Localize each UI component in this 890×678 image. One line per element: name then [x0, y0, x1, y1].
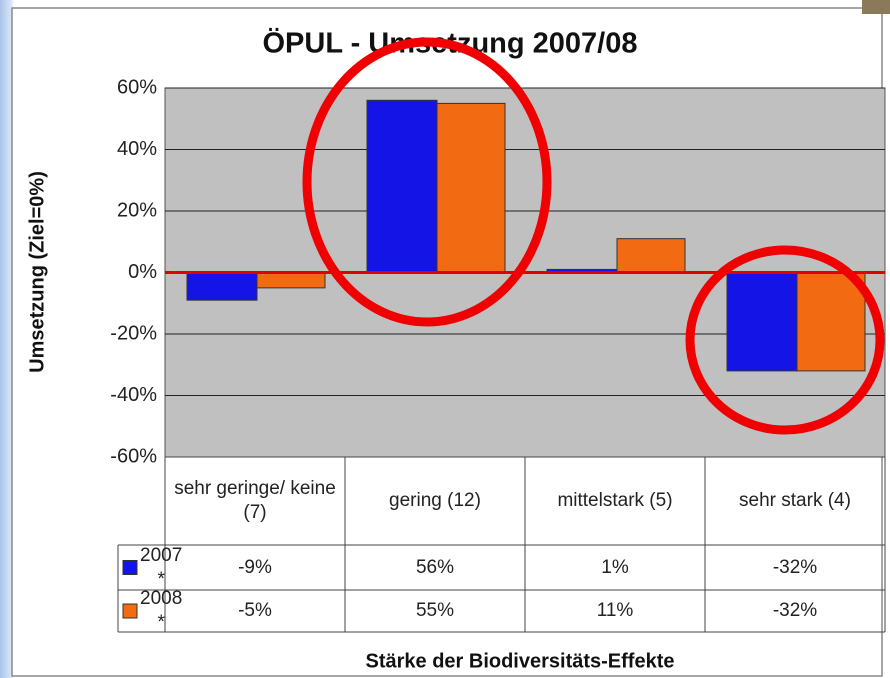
value-label: 55%	[415, 600, 455, 622]
legend-label: 2007 *	[140, 544, 183, 590]
value-label: -9%	[238, 556, 272, 578]
legend-label: 2008 *	[140, 588, 183, 633]
legend-swatch	[122, 603, 138, 619]
y-tick-label: -60%	[110, 445, 157, 467]
bar	[726, 272, 798, 372]
highlight-circle	[302, 37, 552, 327]
value-label: -32%	[772, 600, 818, 622]
x-axis-title: Stärke der Biodiversitäts-Effekte	[365, 650, 674, 672]
y-tick-label: 20%	[117, 199, 157, 221]
value-label: -5%	[238, 600, 272, 622]
x-tick-label: sehr geringe/ keine (7)	[174, 478, 336, 523]
y-tick-label: 0%	[128, 261, 157, 283]
y-axis-title: Umsetzung (Ziel=0%)	[26, 171, 48, 373]
highlight-circle	[685, 245, 885, 435]
bar	[366, 99, 438, 273]
x-tick-label: gering (12)	[389, 490, 481, 512]
value-label: 1%	[601, 556, 629, 578]
bar	[616, 238, 686, 274]
y-tick-label: -40%	[110, 384, 157, 406]
y-tick-label: -20%	[110, 322, 157, 344]
legend-swatch	[122, 560, 138, 575]
y-tick-label: 60%	[117, 76, 157, 98]
x-tick-label: mittelstark (5)	[557, 490, 673, 512]
bar	[796, 272, 866, 372]
y-tick-label: 40%	[117, 138, 157, 160]
value-label: -32%	[772, 556, 818, 578]
bar	[436, 102, 506, 273]
photo-corner	[862, 0, 890, 14]
bar	[186, 272, 258, 301]
value-label: 56%	[415, 556, 455, 578]
x-tick-label: sehr stark (4)	[739, 490, 851, 512]
bar	[256, 272, 326, 289]
value-label: 11%	[596, 600, 634, 622]
